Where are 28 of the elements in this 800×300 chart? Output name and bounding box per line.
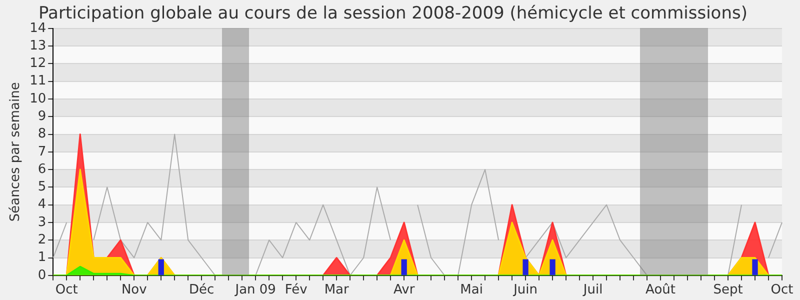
- x-tick-label: Avr: [393, 282, 416, 298]
- x-tick-label: Déc: [189, 282, 214, 298]
- y-tick-label: 13: [30, 38, 46, 54]
- x-tick-label: Juin: [512, 282, 538, 298]
- y-tick-label: 0: [38, 268, 46, 283]
- x-tick-label: Mai: [460, 282, 483, 298]
- y-tick-label: 2: [38, 232, 46, 248]
- y-tick-label: 12: [30, 56, 46, 72]
- y-tick-label: 8: [38, 126, 46, 142]
- y-tick-label: 4: [38, 197, 46, 212]
- x-tick-label: Sept: [713, 282, 743, 298]
- x-tick-label: Fév: [284, 282, 308, 298]
- y-tick-label: 3: [38, 214, 46, 230]
- y-tick-label: 11: [30, 74, 46, 89]
- y-tick-label: 9: [38, 108, 46, 124]
- y-tick-label: 7: [38, 144, 46, 160]
- x-tick-label: Jan 09: [234, 282, 276, 298]
- x-tick-label: Mar: [324, 282, 350, 298]
- x-tick-label: Oct: [770, 282, 794, 298]
- x-tick-label: Août: [646, 282, 676, 298]
- y-tick-label: 10: [30, 91, 46, 106]
- y-tick-label: 5: [38, 180, 46, 195]
- y-axis-title: Séances par semaine: [8, 82, 24, 222]
- x-tick-label: Oct: [55, 282, 78, 298]
- x-tick-label: Juil: [582, 282, 603, 298]
- y-tick-label: 1: [38, 250, 46, 266]
- x-tick-label: Nov: [121, 282, 148, 298]
- y-tick-label: 6: [38, 162, 46, 177]
